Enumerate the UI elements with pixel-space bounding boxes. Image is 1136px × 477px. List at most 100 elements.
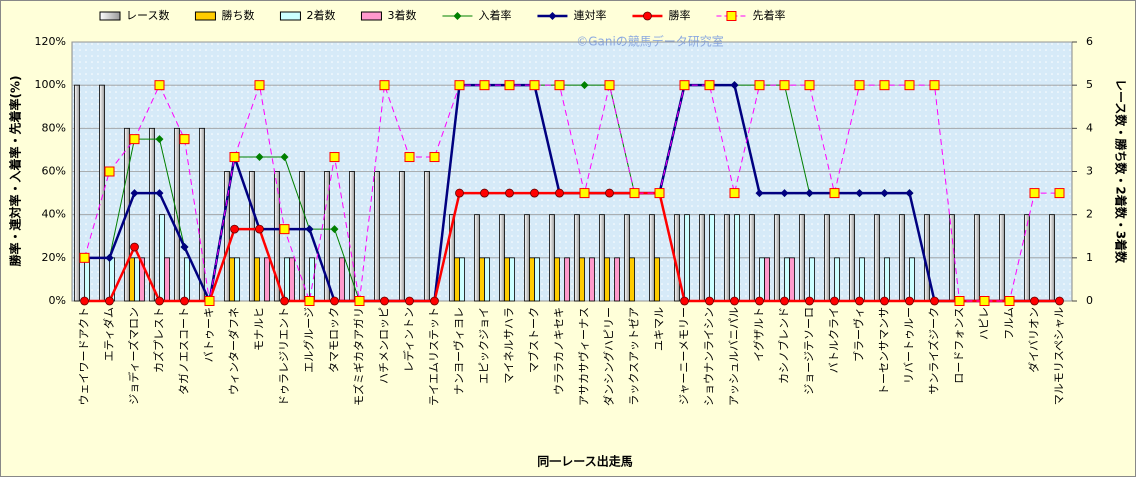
- legend-swatch: [99, 11, 121, 21]
- y2-tick-label: 3: [1086, 165, 1093, 178]
- marker: [729, 188, 740, 199]
- marker: [505, 188, 514, 198]
- bar: [1049, 214, 1055, 302]
- x-tick-label: ハピレ: [978, 307, 991, 340]
- x-tick-label: タマモロック: [328, 307, 341, 373]
- marker: [380, 296, 389, 306]
- bar: [899, 214, 905, 302]
- marker: [180, 243, 189, 252]
- marker: [230, 224, 239, 234]
- bar: [484, 257, 490, 302]
- legend-swatch: [194, 11, 216, 21]
- bar: [454, 257, 460, 302]
- y2-tick-label: 2: [1086, 208, 1093, 221]
- bar: [949, 214, 955, 302]
- bar: [274, 171, 280, 302]
- marker: [705, 296, 714, 306]
- bar: [349, 171, 355, 302]
- y2-tick-label: 1: [1086, 251, 1093, 264]
- marker: [254, 80, 265, 91]
- marker: [779, 80, 790, 91]
- marker: [905, 296, 914, 306]
- legend-label: 2着数: [306, 8, 335, 22]
- x-tick-label: ウララカノキセキ: [553, 307, 566, 395]
- marker: [879, 80, 890, 91]
- bar: [874, 214, 880, 302]
- bar: [849, 214, 855, 302]
- bar: [299, 171, 305, 302]
- legend-label: 勝率: [668, 8, 690, 22]
- bar: [774, 214, 780, 302]
- bar: [339, 257, 345, 302]
- marker: [755, 296, 764, 306]
- marker: [529, 80, 540, 91]
- bar: [574, 214, 580, 302]
- bar: [399, 171, 405, 302]
- marker: [730, 81, 739, 90]
- marker: [954, 296, 965, 306]
- bar: [99, 84, 105, 302]
- y-tick-label: 80%: [42, 121, 66, 134]
- marker: [429, 152, 440, 163]
- x-tick-label: カシノブレンド: [777, 307, 791, 384]
- bar: [834, 257, 840, 302]
- bar: [249, 171, 255, 302]
- marker: [704, 80, 715, 91]
- bar: [564, 257, 570, 302]
- x-tick-label: テイエムリステット: [428, 307, 441, 406]
- y2-tick-label: 5: [1086, 78, 1093, 91]
- bar: [599, 214, 605, 302]
- x-tick-label: レディントン: [402, 307, 416, 372]
- bar: [524, 214, 530, 302]
- bar: [624, 214, 630, 302]
- bar: [479, 257, 485, 302]
- bar: [459, 257, 465, 302]
- bar: [759, 257, 765, 302]
- marker: [854, 80, 865, 91]
- legend-swatch: [360, 11, 382, 21]
- marker: [80, 296, 89, 306]
- x-tick-label: ブラーヴィ: [852, 307, 866, 362]
- marker: [179, 134, 190, 145]
- bar: [614, 257, 620, 302]
- marker: [304, 296, 315, 306]
- marker: [280, 296, 289, 306]
- bar: [374, 171, 380, 302]
- marker: [554, 80, 565, 91]
- marker: [880, 296, 889, 306]
- x-tick-label: モズミギカタアガリ: [352, 307, 366, 406]
- x-tick-label: ユキマル: [653, 307, 666, 351]
- bar: [284, 257, 290, 302]
- marker: [354, 296, 365, 306]
- x-tick-label: アサカサヴィーナス: [577, 307, 591, 406]
- marker: [155, 189, 164, 198]
- marker: [979, 296, 990, 306]
- x-tick-label: ダイバリオン: [1027, 307, 1041, 373]
- marker: [479, 80, 490, 91]
- marker: [1004, 296, 1015, 306]
- legend-label: レース数: [126, 9, 169, 22]
- bar: [749, 214, 755, 302]
- bar: [999, 214, 1005, 302]
- marker: [830, 296, 839, 306]
- marker: [229, 152, 240, 163]
- bar: [164, 257, 170, 302]
- bar: [74, 84, 80, 302]
- marker: [329, 152, 340, 163]
- x-tick-label: ナンヨーヴィヨレ: [452, 307, 466, 395]
- marker: [1029, 188, 1040, 199]
- bar: [974, 214, 980, 302]
- x-tick-label: ハチメンロッピ: [378, 307, 391, 384]
- bar: [764, 257, 770, 302]
- marker: [929, 80, 940, 91]
- bar: [579, 257, 585, 302]
- marker: [330, 225, 339, 234]
- x-tick-label: ウェイワードアクト: [78, 307, 91, 405]
- x-tick-label: ジャーニーメモリー: [678, 307, 691, 405]
- y-axis-title: 勝率・連対率・入着率・先着率(%): [8, 76, 23, 267]
- bar: [699, 214, 705, 302]
- bar: [149, 127, 155, 302]
- bar: [789, 257, 795, 302]
- marker: [780, 189, 789, 198]
